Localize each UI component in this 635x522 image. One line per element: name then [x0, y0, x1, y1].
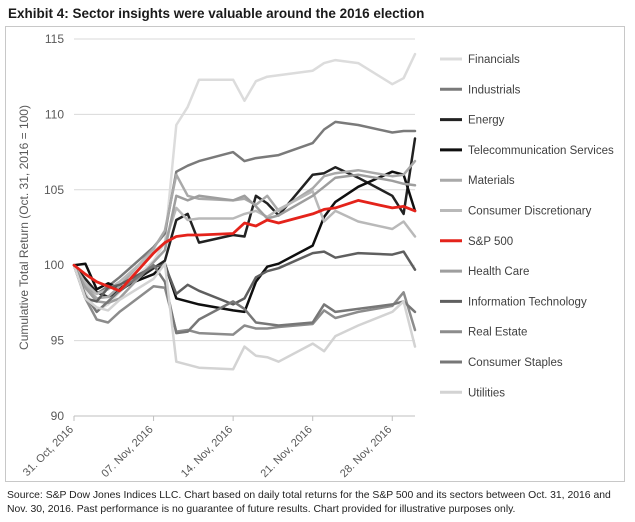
series-line-real-estate: [72, 263, 417, 336]
legend-label-s-p-500: S&P 500: [468, 236, 513, 248]
legend-label-materials: Materials: [468, 175, 515, 187]
chart-title: Exhibit 4: Sector insights were valuable…: [8, 6, 425, 21]
y-tick-label: 110: [45, 107, 64, 121]
series-line-consumer-staples: [72, 263, 417, 335]
legend-label-energy: Energy: [468, 115, 505, 127]
x-axis: 31. Oct, 2016 07. Nov, 2016 14. Nov, 2016 2…: [21, 415, 415, 480]
y-tick-label: 90: [51, 409, 65, 423]
legend-label-real-estate: Real Estate: [468, 327, 527, 339]
legend-label-health-care: Health Care: [468, 266, 529, 278]
legend-label-consumer-discretionary: Consumer Discretionary: [468, 206, 592, 218]
legend: Financials Industrials Energy Telecommunica…: [440, 54, 614, 399]
series-lines: [72, 52, 417, 371]
series-line-information-technology: [72, 250, 417, 306]
line-chart: 90 95 100 105 110 115 31. Oct, 2016 07. Nov, 2…: [17, 32, 614, 480]
source-note: Source: S&P Dow Jones Indices LLC. Chart…: [7, 490, 611, 515]
series-line-health-care: [72, 173, 417, 305]
series-line-industrials: [72, 120, 417, 296]
y-tick-label: 105: [44, 183, 64, 197]
y-axis: 90 95 100 105 110 115: [44, 32, 64, 423]
y-tick-label: 100: [44, 258, 64, 272]
gridlines: [74, 38, 415, 417]
x-tick-label: 07. Nov, 2016: [99, 424, 155, 480]
x-tick-label: 14. Nov, 2016: [179, 424, 235, 480]
series-line-utilities: [72, 262, 417, 371]
y-axis-label: Cumulative Total Return (Oct. 31, 2016 =…: [17, 105, 31, 350]
x-tick-label: 28. Nov, 2016: [338, 424, 394, 480]
x-tick-label: 21. Nov, 2016: [258, 424, 314, 480]
legend-label-consumer-staples: Consumer Staples: [468, 357, 563, 369]
x-tick-label: 31. Oct, 2016: [21, 424, 76, 479]
series-line-financials: [72, 52, 417, 312]
series-line-materials: [72, 159, 417, 300]
legend-label-financials: Financials: [468, 54, 520, 66]
legend-label-industrials: Industrials: [468, 84, 521, 96]
series-line-s-p-500: [72, 198, 417, 293]
legend-label-information-technology: Information Technology: [468, 296, 587, 308]
y-tick-label: 115: [45, 32, 64, 46]
chart-frame: 90 95 100 105 110 115 31. Oct, 2016 07. Nov, 2…: [5, 26, 625, 482]
y-tick-label: 95: [51, 334, 65, 348]
legend-label-utilities: Utilities: [468, 387, 505, 399]
legend-label-telecommunication-services: Telecommunication Services: [468, 145, 614, 157]
